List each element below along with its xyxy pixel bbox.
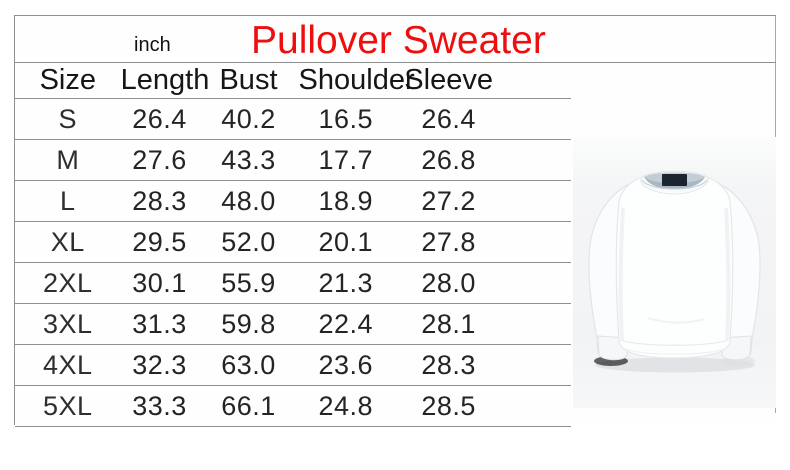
- table-row: 2XL 30.1 55.9 21.3 28.0: [15, 263, 571, 304]
- table-row: 4XL 32.3 63.0 23.6 28.3: [15, 345, 571, 386]
- length-value: 28.3: [132, 185, 187, 216]
- size-label: S: [58, 103, 78, 134]
- shoulder-value: 20.1: [318, 226, 374, 257]
- length-value: 30.1: [132, 267, 187, 298]
- table-row: 3XL 31.3 59.8 22.4 28.1: [15, 304, 571, 345]
- bust-value: 52.0: [221, 226, 276, 257]
- sleeve-value: 28.1: [421, 308, 476, 339]
- column-header-bust: Bust: [219, 64, 278, 96]
- table-row: XL 29.5 52.0 20.1 27.8: [15, 222, 571, 263]
- column-header-sleeve: Sleeve: [404, 64, 493, 96]
- size-label: 2XL: [43, 267, 93, 298]
- shoulder-value: 18.9: [318, 185, 374, 216]
- title-row: inch Pullover Sweater: [15, 16, 776, 63]
- shoulder-value: 22.4: [318, 308, 374, 339]
- shoulder-value: 17.7: [318, 144, 374, 175]
- sweater-image: [588, 170, 761, 373]
- length-value: 32.3: [132, 349, 187, 380]
- size-label: M: [56, 144, 80, 175]
- size-label: 3XL: [43, 308, 93, 339]
- length-value: 27.6: [132, 144, 187, 175]
- unit-label: inch: [134, 34, 171, 56]
- bust-value: 63.0: [221, 349, 276, 380]
- table-row: 5XL 33.3 66.1 24.8 28.5: [15, 386, 571, 427]
- sleeve-value: 27.8: [421, 226, 476, 257]
- shoulder-value: 23.6: [318, 349, 374, 380]
- sleeve-value: 27.2: [421, 185, 476, 216]
- size-label: 5XL: [43, 390, 93, 421]
- size-label: XL: [50, 226, 85, 257]
- column-header-shoulder: Shoulder: [298, 64, 415, 96]
- bust-value: 66.1: [221, 390, 276, 421]
- shoulder-value: 24.8: [318, 390, 374, 421]
- shoulder-value: 16.5: [318, 103, 374, 134]
- size-chart-table: inch Pullover Sweater Size Length Bust S…: [14, 15, 776, 427]
- sleeve-value: 26.8: [421, 144, 476, 175]
- table-body: Size Length Bust Shoulder Sleeve S 26.4 …: [15, 63, 571, 427]
- page-title: Pullover Sweater: [251, 19, 546, 62]
- length-value: 31.3: [132, 308, 187, 339]
- sleeve-value: 28.3: [421, 349, 476, 380]
- sleeve-value: 26.4: [421, 103, 476, 134]
- size-label: 4XL: [43, 349, 93, 380]
- table-row: M 27.6 43.3 17.7 26.8: [15, 140, 571, 181]
- column-header-size: Size: [39, 64, 97, 96]
- bust-value: 43.3: [221, 144, 276, 175]
- shoulder-value: 21.3: [318, 267, 374, 298]
- column-header-length: Length: [120, 64, 210, 96]
- product-photo-area: [573, 137, 776, 408]
- length-value: 29.5: [132, 226, 187, 257]
- sleeve-value: 28.5: [421, 390, 476, 421]
- table-header-row: Size Length Bust Shoulder Sleeve: [15, 63, 571, 99]
- bust-value: 55.9: [221, 267, 276, 298]
- bust-value: 40.2: [221, 103, 276, 134]
- sleeve-value: 28.0: [421, 267, 476, 298]
- table-row: L 28.3 48.0 18.9 27.2: [15, 181, 571, 222]
- bust-value: 48.0: [221, 185, 276, 216]
- table-row: S 26.4 40.2 16.5 26.4: [15, 99, 571, 140]
- length-value: 26.4: [132, 103, 187, 134]
- size-label: L: [60, 185, 76, 216]
- bust-value: 59.8: [221, 308, 276, 339]
- length-value: 33.3: [132, 390, 187, 421]
